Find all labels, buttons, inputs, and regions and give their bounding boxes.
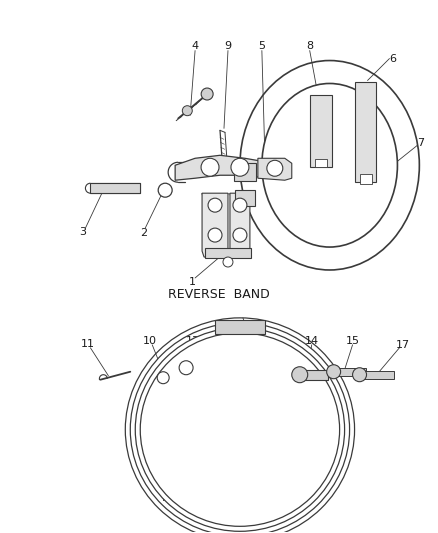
Circle shape (201, 88, 213, 100)
Bar (235, 190, 255, 206)
Text: KICKDOWN  BAND: KICKDOWN BAND (162, 491, 276, 504)
Text: 1: 1 (189, 277, 196, 287)
Text: 3: 3 (79, 227, 86, 237)
Circle shape (233, 228, 247, 242)
Bar (234, 163, 256, 181)
Text: 6: 6 (389, 53, 396, 63)
Bar (360, 371, 395, 379)
Bar (334, 368, 366, 376)
Circle shape (208, 228, 222, 242)
Text: 8: 8 (306, 41, 313, 51)
Circle shape (327, 365, 341, 379)
Text: 15: 15 (346, 336, 360, 346)
Bar (215, 320, 265, 334)
Text: 9: 9 (224, 41, 232, 51)
Bar (205, 248, 251, 258)
Polygon shape (258, 158, 292, 180)
Text: REVERSE  BAND: REVERSE BAND (168, 288, 270, 302)
Polygon shape (230, 193, 250, 257)
Text: 16: 16 (243, 329, 257, 339)
Circle shape (179, 361, 193, 375)
Bar (300, 370, 328, 379)
Circle shape (201, 158, 219, 176)
Text: 17: 17 (396, 340, 410, 350)
Circle shape (267, 160, 283, 176)
Circle shape (353, 368, 367, 382)
Circle shape (157, 372, 169, 384)
Text: 7: 7 (417, 139, 424, 148)
Ellipse shape (135, 328, 345, 531)
Ellipse shape (240, 61, 419, 270)
Ellipse shape (125, 318, 355, 533)
Circle shape (208, 198, 222, 212)
Circle shape (223, 257, 233, 267)
Ellipse shape (130, 323, 350, 533)
Text: 2: 2 (140, 228, 147, 238)
Text: 13: 13 (186, 336, 200, 346)
Bar (310, 95, 332, 167)
Ellipse shape (140, 333, 339, 526)
Bar (360, 174, 371, 184)
Bar (314, 159, 327, 167)
Text: 4: 4 (191, 41, 199, 51)
Ellipse shape (262, 84, 397, 247)
Bar (90, 183, 140, 193)
Text: 11: 11 (81, 339, 95, 349)
Circle shape (231, 158, 249, 176)
Circle shape (158, 183, 172, 197)
Text: 5: 5 (258, 41, 265, 51)
Text: 14: 14 (305, 336, 319, 346)
Text: 10: 10 (143, 336, 157, 346)
Bar (355, 83, 377, 182)
Circle shape (292, 367, 308, 383)
Circle shape (233, 198, 247, 212)
Polygon shape (175, 155, 278, 180)
Circle shape (182, 106, 192, 116)
Polygon shape (202, 193, 228, 257)
Text: 12: 12 (211, 336, 225, 346)
